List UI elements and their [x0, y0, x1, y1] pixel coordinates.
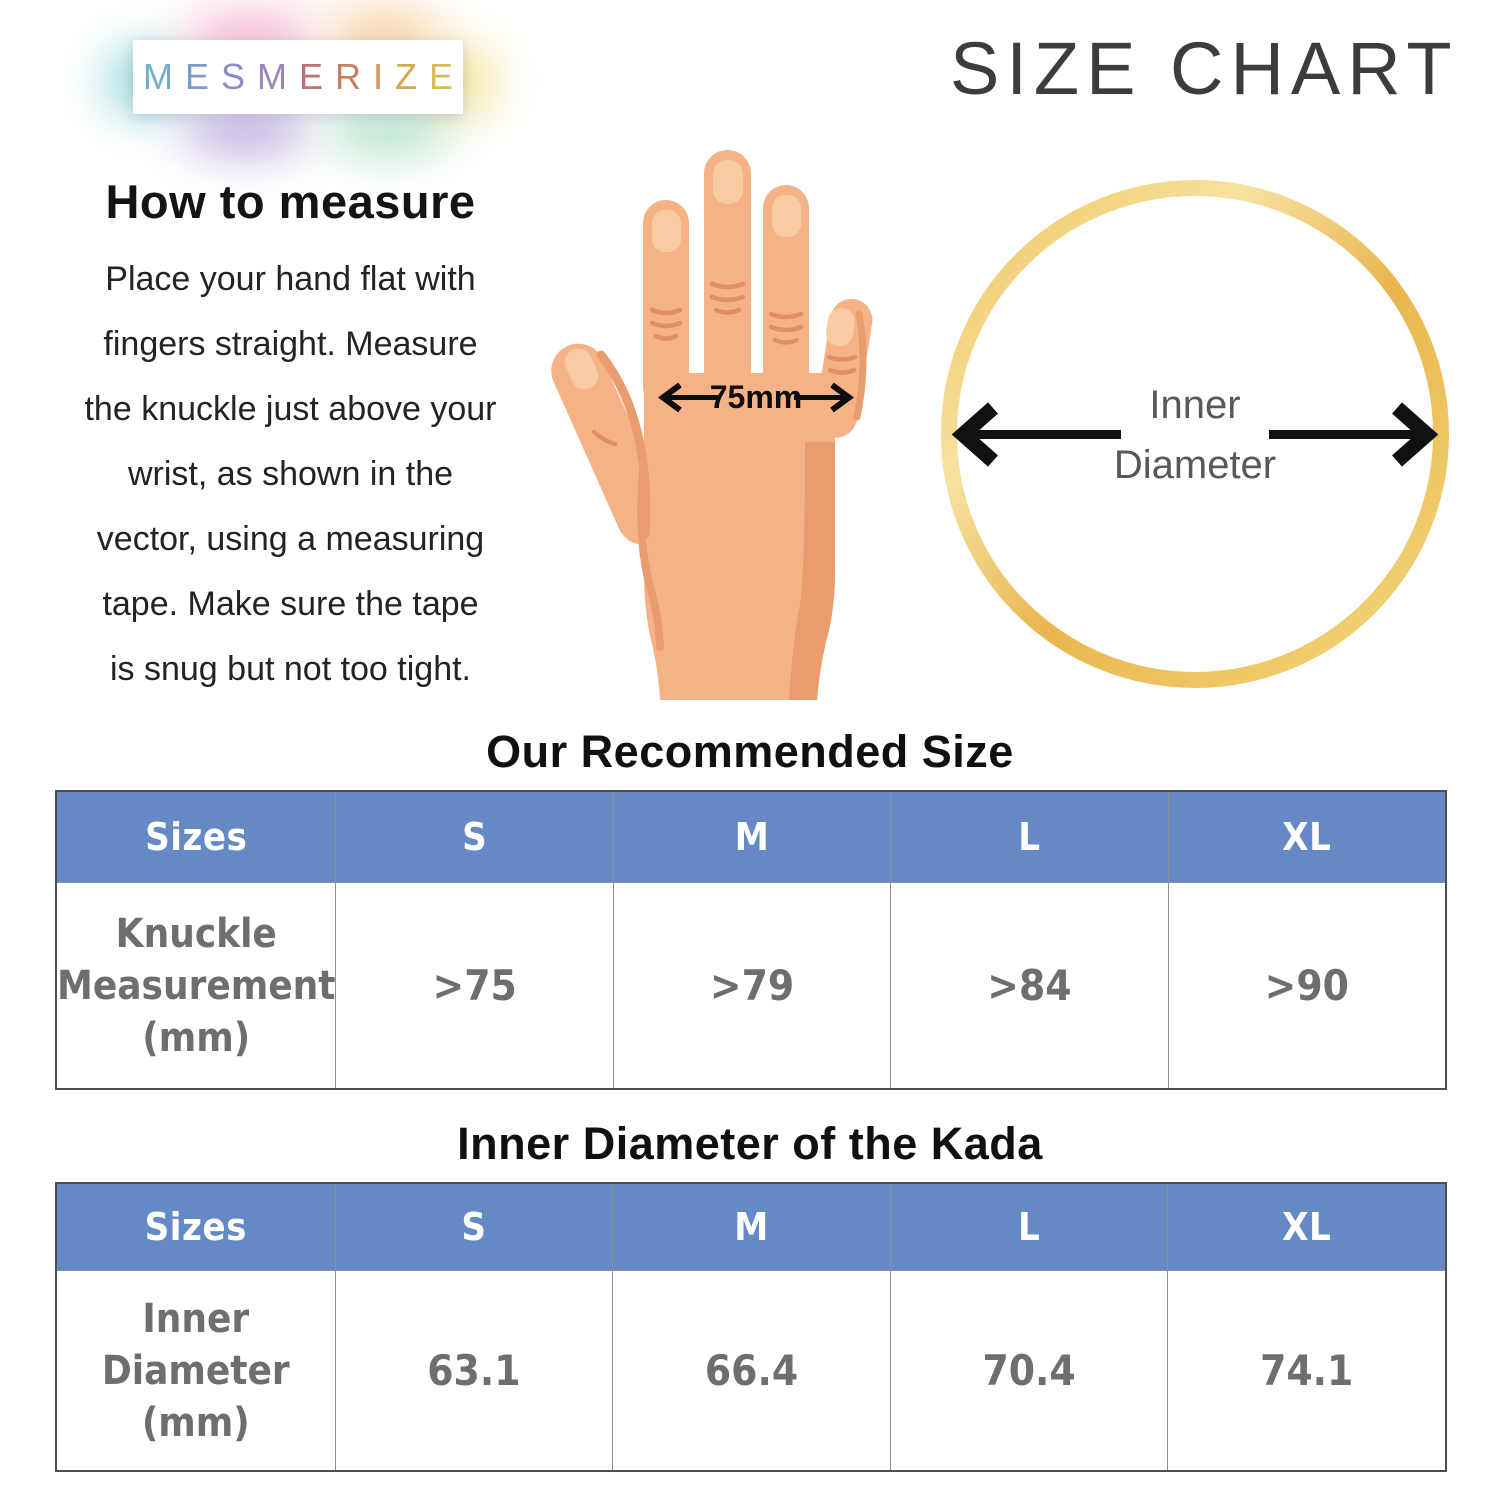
- how-to-measure-section: How to measure Place your hand flat with…: [38, 174, 543, 702]
- column-header-s: S: [334, 1184, 613, 1270]
- column-header-m: M: [612, 792, 891, 882]
- value-xl: >90: [1167, 882, 1445, 1088]
- hand-measurement-label: 75mm: [710, 379, 803, 415]
- kada-ring: [941, 180, 1449, 688]
- inner-diameter-table-grid: Sizes S M L XL Inner Diameter (mm) 63.1 66.4 70.…: [57, 1184, 1445, 1470]
- row-label: Knuckle Measurement (mm): [57, 882, 336, 1088]
- kada-label-inner: Inner: [1149, 383, 1240, 427]
- brand-letter-7: I: [373, 56, 384, 97]
- value-m: >79: [612, 882, 891, 1088]
- how-to-measure-heading: How to measure: [105, 175, 476, 228]
- brand-letter-5: E: [298, 56, 323, 97]
- column-header-sizes: Sizes: [57, 1184, 335, 1270]
- page-title: SIZE CHART: [950, 27, 1459, 110]
- brand-letter-2: E: [184, 56, 209, 97]
- value-s: >75: [335, 882, 613, 1088]
- value-m: 66.4: [612, 1270, 890, 1470]
- value-l: 70.4: [889, 1270, 1168, 1470]
- value-l: >84: [890, 882, 1168, 1088]
- brand-letter-4: M: [256, 56, 287, 97]
- recommended-size-table: Sizes S M L XL Knuckle Measurement (mm) >75 >79…: [55, 790, 1447, 1090]
- brand-letter-9: E: [429, 56, 454, 97]
- row-label: Inner Diameter (mm): [57, 1270, 335, 1470]
- inner-diameter-table: Sizes S M L XL Inner Diameter (mm) 63.1 66.4 70.…: [55, 1182, 1447, 1472]
- column-header-s: S: [335, 792, 613, 882]
- column-header-m: M: [612, 1184, 890, 1270]
- kada-label-diameter: Diameter: [1114, 443, 1276, 487]
- inner-diameter-heading: Inner Diameter of the Kada: [457, 1118, 1043, 1169]
- column-header-l: L: [890, 792, 1168, 882]
- column-header-xl: XL: [1167, 792, 1445, 882]
- recommended-size-table-grid: Sizes S M L XL Knuckle Measurement (mm) >75 >79…: [57, 792, 1445, 1088]
- column-header-xl: XL: [1167, 1184, 1445, 1270]
- brand-letter-3: S: [220, 56, 245, 97]
- hand-shape: 75mm: [551, 150, 873, 700]
- knuckle-creases: [591, 281, 858, 447]
- value-s: 63.1: [334, 1270, 613, 1470]
- value-xl: 74.1: [1167, 1270, 1445, 1470]
- brand-letter-8: Z: [395, 56, 418, 97]
- kada-illustration: Inner Diameter: [941, 180, 1449, 688]
- column-header-sizes: Sizes: [57, 792, 336, 882]
- hand-measurement-arrow: [657, 382, 855, 413]
- hand-illustration: 75mm: [551, 150, 873, 700]
- column-header-l: L: [889, 1184, 1168, 1270]
- inner-diameter-arrow: [951, 402, 1439, 467]
- brand-letter-6: R: [335, 56, 361, 97]
- recommended-size-heading: Our Recommended Size: [486, 726, 1014, 777]
- how-to-measure-text: Place your hand flat with fingers straig…: [84, 260, 497, 688]
- brand-letter-1: M: [142, 56, 173, 97]
